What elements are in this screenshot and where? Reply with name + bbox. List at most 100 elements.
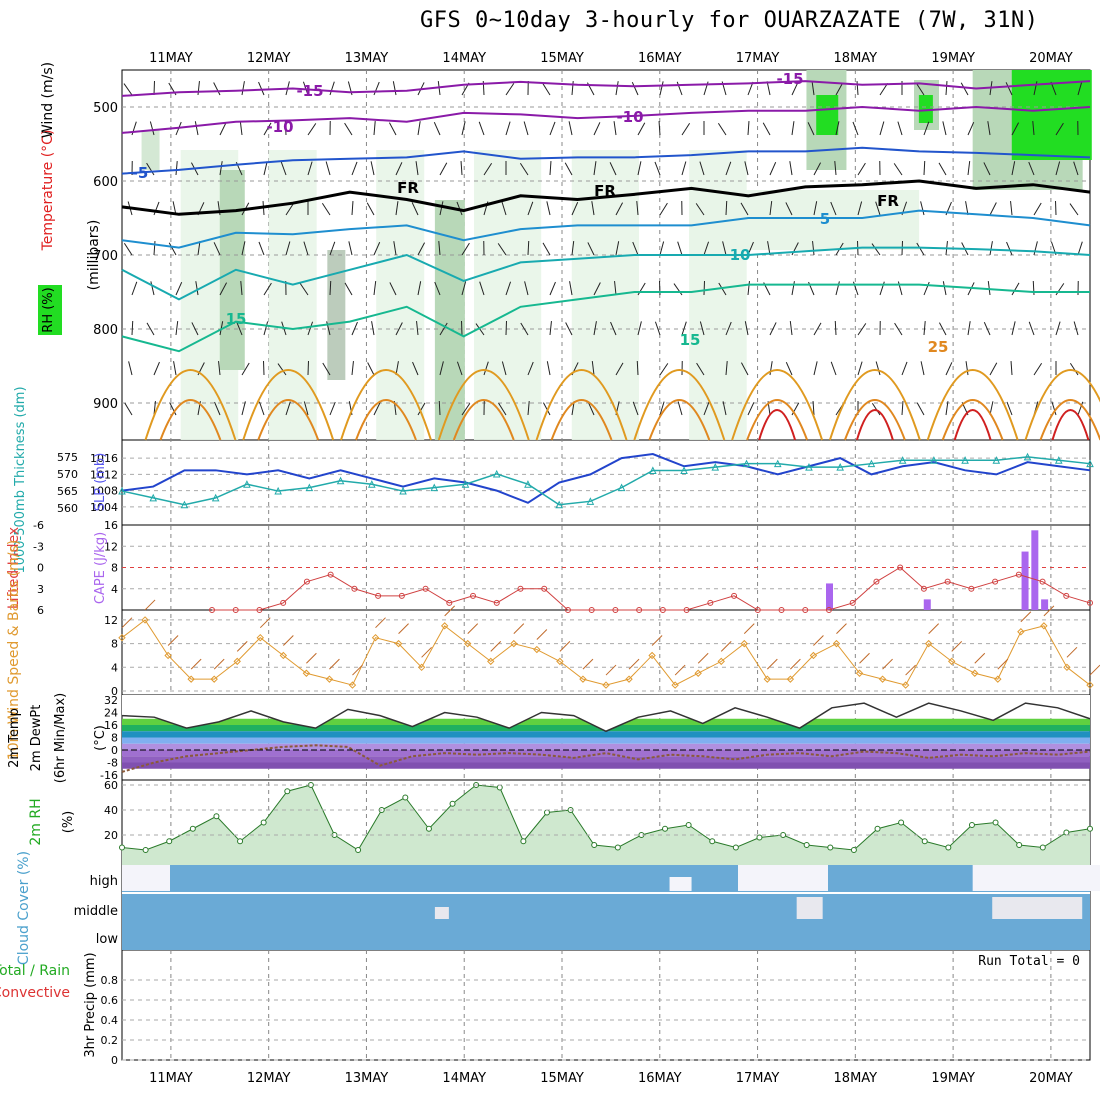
wind-barb [593, 321, 597, 336]
wind-barb-10m [720, 641, 732, 652]
rh-band [474, 150, 542, 440]
thickness-marker [430, 483, 439, 492]
contour-label: -10 [616, 108, 643, 126]
wind-barb-10m [1066, 646, 1078, 658]
pressure-tick-label: 900 [93, 397, 118, 412]
wind-barb [785, 362, 793, 376]
wind-speed-marker [740, 639, 748, 648]
wind-barb [637, 122, 646, 136]
wind-barb [497, 243, 507, 256]
wind-barb [456, 361, 463, 376]
thk-tick-label: 575 [57, 451, 78, 464]
wind-barb-10m [559, 641, 571, 652]
cloud-gap [972, 865, 1100, 891]
wind-barb [505, 121, 511, 136]
wind-barb [747, 281, 750, 296]
temp-band [122, 743, 1090, 750]
wind-barb [498, 402, 507, 416]
wind-barb [654, 321, 661, 336]
li-marker [897, 564, 904, 571]
li-marker [1015, 571, 1022, 578]
wind-barb [191, 322, 199, 336]
pressure-tick-label: 500 [93, 101, 118, 116]
rh-legend-swatch [38, 285, 62, 335]
wind-barb [1011, 122, 1020, 136]
wind-barb [542, 242, 551, 256]
rh-axis-label: RH (%) [41, 287, 56, 332]
wind-barb-10m [928, 623, 940, 634]
wind-barb [615, 81, 619, 96]
wind-barb [942, 121, 947, 136]
wind-barb [505, 83, 515, 96]
li-tick-label: 0 [37, 562, 44, 575]
wind-barb [412, 361, 419, 376]
bottom-date-label: 13MAY [345, 1071, 389, 1086]
wind-barb [636, 360, 639, 376]
rh-marker [1087, 825, 1093, 832]
wind-barb [681, 321, 687, 336]
wind-barb-10m [375, 617, 386, 629]
thickness-marker [461, 480, 470, 488]
wind-barbs [123, 80, 1084, 416]
precip-tick-label: 0.8 [101, 974, 119, 987]
wind-barb [153, 361, 160, 376]
wind-speed-marker [1040, 622, 1048, 630]
thickness-marker [711, 462, 720, 471]
wind-speed-marker [625, 675, 633, 683]
wind-barb [527, 361, 534, 376]
rh-marker [945, 844, 952, 851]
wind-barb [195, 281, 199, 296]
pressure-tick-label: 800 [93, 323, 118, 338]
rh-marker [520, 838, 527, 845]
wind-barb-10m [306, 652, 317, 664]
temp-contour-30 [758, 409, 797, 441]
wind-barb [703, 241, 710, 256]
li-line [212, 566, 1091, 611]
rh-marker [732, 844, 739, 851]
wind-barb [434, 281, 441, 296]
rh-marker [449, 800, 456, 807]
wind-barb [219, 282, 228, 296]
wind-barb [857, 323, 867, 336]
wind-barb [123, 242, 133, 256]
wind-barb-10m [790, 658, 801, 670]
wind-barb [329, 81, 335, 96]
wind-barb [834, 320, 837, 336]
wind-barb-10m [1089, 664, 1100, 676]
wind-speed-marker [348, 681, 357, 689]
wind-barb [527, 240, 530, 256]
wind-barb [1006, 241, 1013, 256]
rh-marker [284, 788, 291, 795]
wind-barb-10m [421, 646, 432, 658]
wind-barb [351, 200, 354, 216]
temp-band [122, 750, 1090, 757]
wind-barb [835, 121, 840, 136]
rh-marker [968, 822, 975, 828]
temp-tick-label: 24 [104, 707, 118, 720]
wind-barb [945, 80, 948, 96]
wind-barb-10m [167, 635, 179, 646]
wind-barb-10m [697, 652, 709, 664]
rh-marker [1063, 829, 1070, 836]
wind-barb [875, 361, 881, 376]
thickness-marker [149, 493, 158, 502]
li-marker [707, 599, 714, 606]
temp-contour-25 [746, 399, 809, 441]
precip-tick-label: 0.4 [101, 1014, 119, 1027]
wind-barb [131, 121, 137, 136]
wind-barb-10m [674, 664, 686, 676]
wind-barb [915, 82, 925, 96]
bottom-date-label: 15MAY [540, 1071, 584, 1086]
wind-barb [923, 321, 926, 336]
wind-barb [395, 162, 403, 176]
wind-barb-10m [605, 664, 617, 676]
wind-speed-marker [487, 657, 495, 666]
wind-speed-marker [187, 675, 195, 683]
wind-barb [373, 402, 381, 416]
wind-barb [168, 242, 177, 256]
li-marker [209, 607, 215, 613]
wind-barb [740, 202, 749, 216]
contour-label: -15 [296, 82, 323, 100]
thickness-marker [961, 456, 969, 464]
wind-speed-marker [832, 639, 841, 648]
